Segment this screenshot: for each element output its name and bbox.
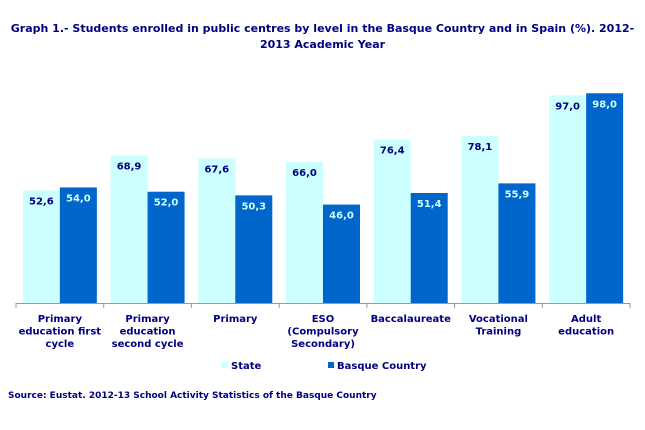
data-label: 78,1 xyxy=(468,142,493,153)
bar-basque-country xyxy=(59,187,97,303)
bar-basque-country xyxy=(235,195,273,303)
category-label: Adult xyxy=(571,314,601,325)
bar-basque-country xyxy=(586,93,624,303)
bar-basque-country xyxy=(498,183,536,303)
category-label: education xyxy=(120,327,176,338)
bar-state xyxy=(110,155,148,303)
data-label: 50,3 xyxy=(241,201,266,212)
category-label: ESO xyxy=(312,314,335,325)
source-note: Source: Eustat. 2012-13 School Activity … xyxy=(8,391,377,401)
legend-label: State xyxy=(231,361,262,372)
data-label: 55,9 xyxy=(505,189,530,200)
bar-state xyxy=(198,158,236,303)
data-label: 51,4 xyxy=(417,199,442,210)
data-label: 46,0 xyxy=(329,211,354,222)
data-label: 52,0 xyxy=(154,198,179,209)
legend-label: Basque Country xyxy=(337,361,427,372)
category-label: Vocational xyxy=(469,314,528,325)
bar-state xyxy=(286,161,323,303)
category-label: Secondary) xyxy=(291,339,355,350)
bar-basque-country xyxy=(410,193,448,303)
legend-swatch xyxy=(328,362,334,368)
category-label: Primary xyxy=(38,314,83,325)
bar-state xyxy=(373,139,411,303)
chart-title: Graph 1.- Students enrolled in public ce… xyxy=(10,22,635,51)
data-label: 66,0 xyxy=(292,168,317,179)
bar-state xyxy=(22,190,60,303)
bar-basque-country xyxy=(323,204,360,303)
data-label: 52,6 xyxy=(29,196,54,207)
category-label: education first xyxy=(19,327,102,338)
data-label: 68,9 xyxy=(117,162,142,173)
data-label: 76,4 xyxy=(380,146,405,157)
data-label: 67,6 xyxy=(204,164,229,175)
bar-state xyxy=(549,95,587,303)
bar-state xyxy=(461,135,499,303)
category-label: second cycle xyxy=(112,339,184,350)
category-label: (Compulsory xyxy=(287,327,359,338)
category-label: Training xyxy=(476,327,522,338)
category-label: Primary xyxy=(125,314,170,325)
legend-swatch xyxy=(222,362,228,368)
category-label: cycle xyxy=(46,339,75,350)
data-label: 54,0 xyxy=(66,193,91,204)
data-label: 98,0 xyxy=(592,99,617,110)
bar-basque-country xyxy=(147,191,185,303)
category-label: education xyxy=(558,327,614,338)
category-label: Primary xyxy=(213,314,258,325)
data-label: 97,0 xyxy=(555,101,580,112)
category-label: Baccalaureate xyxy=(371,314,452,325)
